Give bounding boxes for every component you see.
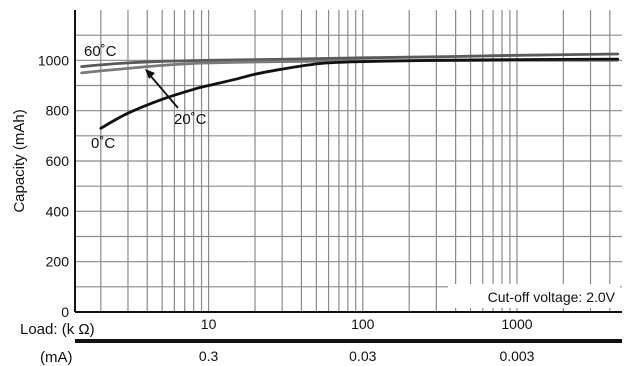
y-tick-label: 200 (46, 254, 70, 270)
plot-frame (74, 10, 622, 313)
cutoff-voltage-note: Cut-off voltage: 2.0V (488, 289, 616, 305)
curve-label: 60˚C (84, 43, 117, 60)
x-tick-label: 1000 (501, 316, 532, 332)
secondary-tick-label: 0.003 (499, 348, 534, 364)
x-axis-label: Load: (k Ω) (20, 321, 95, 338)
y-tick-label: 800 (46, 103, 70, 119)
secondary-tick-label: 0.03 (349, 348, 376, 364)
series-line (80, 52, 620, 68)
y-tick-label: 0 (61, 304, 69, 320)
secondary-axis-label: (mA) (40, 349, 73, 366)
annotation-arrow-line (148, 73, 179, 109)
y-tick-label: 1000 (38, 52, 69, 68)
note-background (448, 284, 620, 308)
y-tick-label: 600 (46, 153, 70, 169)
curve-label: 0˚C (91, 135, 115, 152)
secondary-tick-labels: 0.3 0.03 0.003 (199, 348, 535, 364)
x-tick-label: 100 (351, 316, 375, 332)
y-tick-label: 400 (46, 203, 70, 219)
grid (75, 10, 622, 312)
curve-label: 20˚C (174, 111, 207, 128)
y-tick-labels: 0 200 400 600 800 1000 (38, 52, 69, 320)
x-tick-label: 10 (201, 316, 217, 332)
secondary-axis-bar (75, 339, 622, 343)
annotation-arrow-head (145, 69, 155, 79)
y-axis-label: Capacity (mAh) (11, 109, 28, 212)
x-tick-labels: 10 100 1000 (201, 316, 533, 332)
secondary-tick-label: 0.3 (199, 348, 219, 364)
annotations: 60˚C 20˚C 0˚C (84, 43, 207, 152)
